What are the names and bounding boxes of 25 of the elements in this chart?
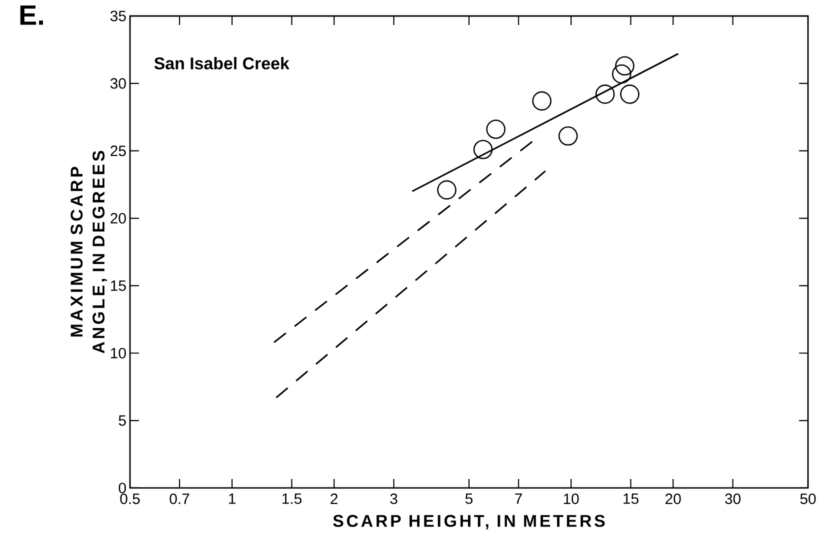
x-tick-label: 0.5 <box>120 494 140 504</box>
y-tick-label: 5 <box>118 415 126 426</box>
x-tick-label: 30 <box>725 494 741 504</box>
y-tick-label: 20 <box>110 212 126 224</box>
x-tick-label: 1 <box>229 494 236 504</box>
x-tick-label: 1.5 <box>282 494 302 504</box>
x-tick-label: 7 <box>515 494 522 504</box>
annotation: San Isabel Creek <box>154 56 290 70</box>
x-tick-label: 20 <box>666 494 681 504</box>
x-tick-label: 0.7 <box>170 494 190 504</box>
x-tick-label: 3 <box>390 494 398 504</box>
x-axis-title: SCARP HEIGHT, IN METERS <box>333 514 605 530</box>
y-axis-title: MAXIMUM SCARP ANGLE, IN DEGREES <box>70 150 108 354</box>
x-tick-label: 2 <box>330 494 338 504</box>
y-tick-label: 30 <box>110 78 126 89</box>
y-tick-label: 0 <box>118 482 126 494</box>
x-tick-label: 5 <box>465 494 473 504</box>
x-tick-label: 15 <box>624 494 638 504</box>
y-tick-label: 15 <box>111 280 126 291</box>
y-tick-label: 35 <box>110 10 126 22</box>
y-tick-label: 25 <box>110 146 126 156</box>
x-tick-label: 50 <box>800 494 816 504</box>
chart-title: E. <box>20 6 43 25</box>
x-tick-label: 10 <box>564 494 579 504</box>
y-tick-label: 10 <box>111 348 126 358</box>
